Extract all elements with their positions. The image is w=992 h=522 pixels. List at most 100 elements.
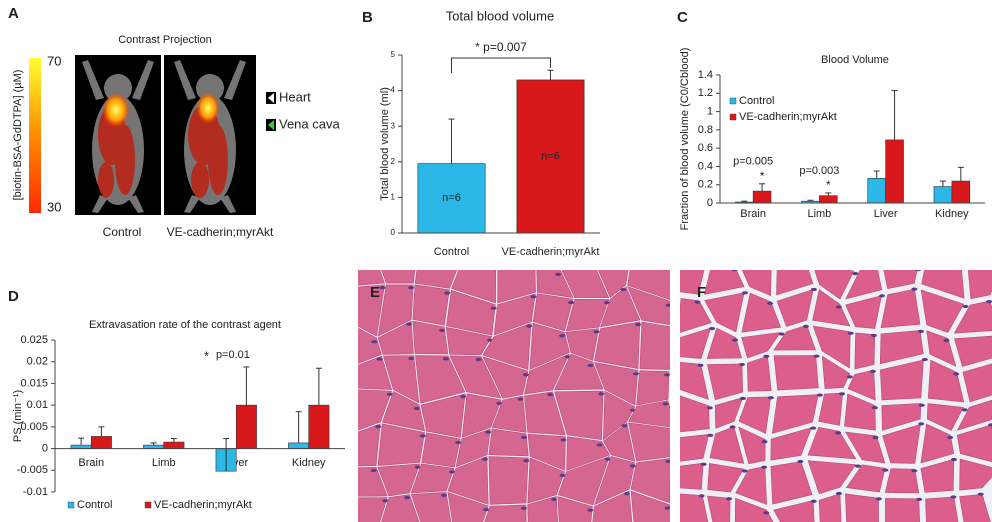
nucleus	[623, 492, 630, 496]
nucleus	[475, 357, 482, 362]
nucleus	[732, 338, 739, 342]
panel-label: D	[8, 288, 19, 305]
nucleus	[813, 354, 820, 358]
y-tick-label: -0.01	[23, 486, 48, 498]
nucleus	[406, 322, 413, 326]
nucleus	[596, 443, 603, 447]
muscle-fiber	[603, 422, 636, 462]
muscle-fiber	[771, 394, 819, 434]
nucleus	[911, 287, 918, 291]
nucleus	[882, 468, 889, 472]
muscle-fiber	[491, 395, 527, 433]
nucleus	[847, 331, 854, 335]
x-tick-label: VE-cadherin;myrAkt	[502, 246, 600, 258]
nucleus	[738, 362, 745, 367]
muscle-fiber	[967, 270, 992, 300]
nucleus	[370, 468, 377, 473]
nucleus	[460, 395, 467, 399]
muscle-fiber	[680, 434, 710, 462]
nucleus	[662, 402, 669, 406]
annotation-marker: *	[826, 178, 831, 192]
panel-label: A	[8, 5, 19, 22]
nucleus	[629, 464, 636, 468]
nucleus	[517, 397, 524, 401]
panel-f: F	[680, 270, 992, 522]
nucleus	[559, 334, 566, 338]
nucleus	[598, 392, 605, 396]
muscle-fiber	[382, 390, 426, 432]
nucleus	[870, 333, 877, 338]
muscle-fiber	[920, 423, 955, 464]
y-tick-label: 0.01	[27, 399, 48, 411]
bar-label: n=6	[442, 192, 461, 204]
muscle-fiber	[628, 422, 670, 462]
nucleus	[604, 301, 611, 305]
nucleus	[810, 287, 817, 292]
muscle-fiber	[845, 431, 886, 464]
muscle-fiber	[597, 270, 629, 298]
nucleus	[455, 440, 462, 445]
muscle-fiber	[884, 498, 921, 522]
muscle-fiber	[421, 432, 461, 468]
colorbar-label: [biotin-BSA-GdDTPA] (µM)	[12, 70, 24, 201]
muscle-fiber	[639, 321, 670, 370]
heart-marker	[268, 93, 274, 103]
nucleus	[725, 497, 732, 501]
y-tick-label: -0.005	[17, 464, 48, 476]
nucleus	[739, 396, 746, 401]
muscle-fiber	[680, 493, 709, 522]
muscle-fiber	[738, 396, 772, 434]
muscle-fiber	[358, 466, 388, 497]
nucleus	[520, 506, 527, 510]
nucleus	[408, 286, 415, 290]
muscle-fiber	[884, 468, 920, 494]
muscle-fiber	[593, 456, 636, 506]
muscle-fiber	[377, 284, 414, 337]
chart-title: Total blood volume	[446, 8, 554, 23]
colorbar-tick-label: 70	[47, 53, 61, 68]
nucleus	[854, 464, 861, 468]
panel-label: E	[370, 284, 380, 301]
y-tick-label: 0.015	[20, 377, 48, 389]
muscle-fiber	[524, 353, 570, 395]
muscle-fiber	[455, 428, 491, 468]
nucleus	[918, 403, 925, 407]
nucleus	[521, 435, 528, 439]
nucleus	[621, 424, 628, 428]
nucleus	[816, 393, 823, 397]
muscle-fiber	[882, 423, 921, 464]
muscle-fiber	[410, 491, 452, 522]
muscle-fiber	[954, 335, 992, 367]
nucleus	[741, 291, 748, 295]
muscle-fiber	[627, 286, 670, 326]
panel-a: A Contrast Projection [biotin-BSA-GdDTPA…	[8, 5, 340, 239]
muscle-fiber	[602, 390, 636, 441]
x-tick-label: Brain	[78, 457, 104, 469]
muscle-fiber	[926, 403, 964, 431]
nucleus	[386, 392, 393, 396]
nucleus	[483, 507, 490, 512]
annotation-marker: *	[204, 348, 209, 363]
bar	[163, 441, 185, 449]
histology-image	[680, 270, 992, 522]
nucleus	[587, 508, 594, 512]
x-tick-label: Limb	[152, 457, 176, 469]
x-tick-label: Kidney	[935, 208, 969, 220]
muscle-fiber	[956, 424, 992, 463]
muscle-fiber	[956, 399, 992, 431]
x-tick-label: Control	[434, 246, 469, 258]
nucleus	[810, 426, 817, 430]
muscle-fiber	[412, 284, 450, 326]
y-tick-label: 0.025	[20, 334, 48, 346]
nucleus	[988, 423, 992, 427]
nucleus	[491, 258, 497, 261]
nucleus	[449, 470, 456, 474]
significance-bracket	[451, 57, 551, 73]
vena-cava-marker	[268, 120, 274, 130]
x-tick-label: Liver	[874, 208, 898, 220]
y-tick-label: 1.4	[698, 69, 713, 81]
muscle-fiber	[358, 355, 393, 390]
muscle-fiber	[812, 325, 851, 369]
muscle-fiber	[738, 426, 766, 465]
muscle-fiber	[680, 327, 712, 359]
